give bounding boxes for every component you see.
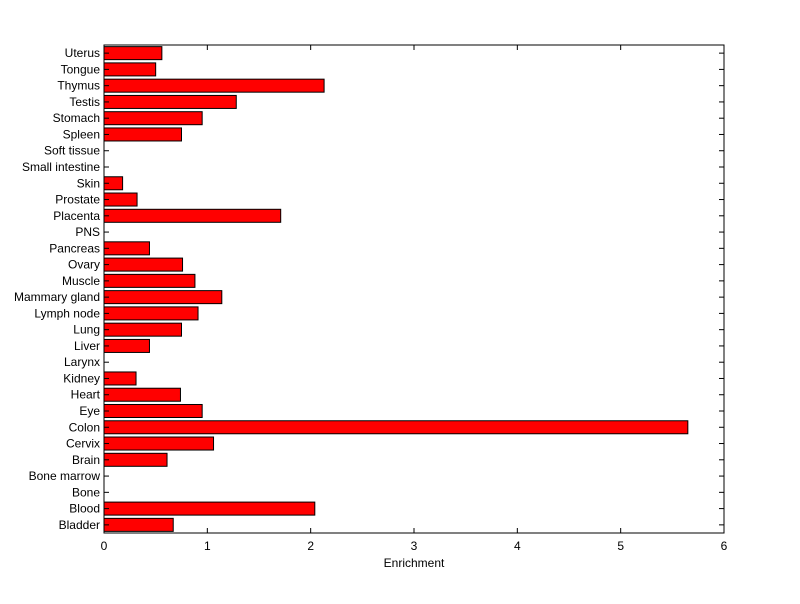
y-tick-label: Soft tissue: [44, 144, 100, 158]
y-tick-label: Mammary gland: [14, 290, 100, 304]
x-tick-label: 6: [721, 539, 728, 553]
y-tick-label: Lung: [73, 323, 100, 337]
y-tick-label: Muscle: [62, 274, 100, 288]
bar-placenta: [103, 208, 282, 223]
bar-eye: [103, 403, 203, 419]
x-axis-label: Enrichment: [384, 556, 445, 570]
bar-mammary-gland: [103, 290, 223, 305]
y-tick-label: Colon: [69, 420, 100, 434]
y-tick-label: Eye: [79, 404, 100, 418]
labels-group: Bladder Blood Bone Bone marrow Brain Cervix Co…: [14, 46, 728, 553]
y-tick-label: Bone marrow: [29, 469, 101, 483]
y-tick-label: Tongue: [61, 62, 101, 76]
bar-muscle: [103, 273, 196, 288]
bar-testis: [103, 94, 237, 109]
y-tick-label: Bladder: [59, 518, 100, 532]
y-tick-label: Uterus: [65, 46, 100, 60]
bars-group: [103, 46, 689, 532]
y-tick-label: Small intestine: [22, 160, 100, 174]
bar-stomach: [103, 111, 203, 126]
bar-lung: [103, 322, 182, 337]
y-tick-label: Blood: [69, 502, 100, 516]
y-tick-label: Pancreas: [49, 241, 100, 255]
bar-thymus: [103, 78, 325, 93]
y-tick-label: PNS: [75, 225, 100, 239]
bar-cervix: [103, 436, 215, 451]
y-tick-label: Heart: [71, 388, 101, 402]
bar-brain: [103, 452, 168, 467]
y-tick-label: Kidney: [63, 371, 100, 385]
y-tick-label: Spleen: [63, 127, 100, 141]
bar-spleen: [103, 127, 182, 142]
bar-ovary: [103, 257, 184, 272]
y-tick-label: Skin: [77, 176, 100, 190]
y-tick-label: Liver: [74, 339, 100, 353]
y-tick-label: Larynx: [64, 355, 100, 369]
y-tick-label: Lymph node: [34, 306, 100, 320]
y-tick-label: Bone: [72, 485, 100, 499]
y-tick-label: Thymus: [57, 79, 100, 93]
y-tick-label: Cervix: [66, 437, 100, 451]
bar-uterus: [103, 46, 163, 61]
bar-pancreas: [103, 241, 150, 256]
x-tick-label: 5: [617, 539, 624, 553]
y-tick-label: Placenta: [53, 209, 100, 223]
ticks-group: [103, 45, 725, 533]
x-tick-label: 0: [101, 539, 108, 553]
y-tick-label: Ovary: [68, 258, 100, 272]
bar-tongue: [103, 62, 157, 77]
y-tick-label: Stomach: [53, 111, 100, 125]
bar-colon: [103, 420, 689, 435]
y-tick-label: Prostate: [55, 193, 100, 207]
bar-liver: [103, 338, 150, 353]
x-tick-label: 3: [411, 539, 418, 553]
x-tick-label: 2: [307, 539, 314, 553]
bar-lymph-node: [103, 306, 199, 321]
x-tick-label: 1: [204, 539, 211, 553]
x-tick-label: 4: [514, 539, 521, 553]
bar-heart: [103, 387, 181, 402]
bar-bladder: [103, 517, 174, 532]
y-tick-label: Brain: [72, 453, 100, 467]
bar-blood: [103, 501, 316, 516]
y-tick-label: Testis: [69, 95, 100, 109]
